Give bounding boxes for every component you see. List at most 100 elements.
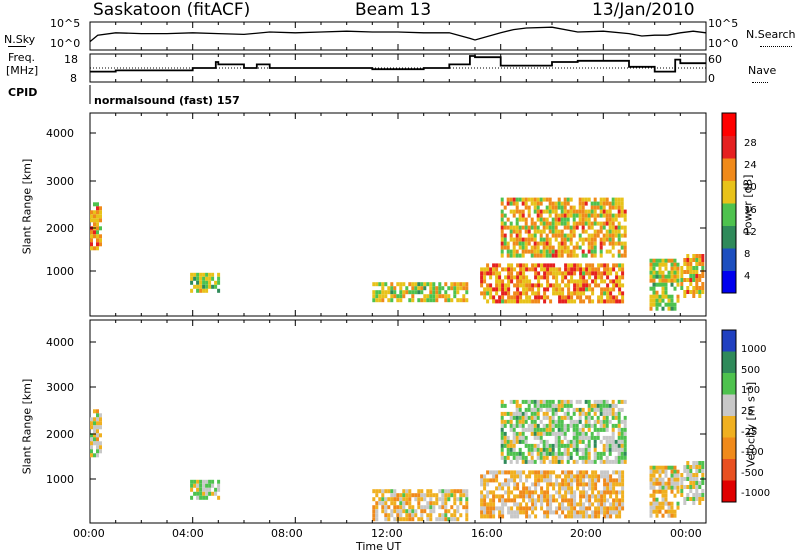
echo-cell [667, 481, 671, 486]
echo-cell [537, 291, 541, 296]
echo-cell [612, 502, 616, 507]
echo-cell [542, 245, 546, 250]
echo-cell [557, 419, 561, 424]
echo-cell [563, 423, 567, 428]
echo-cell [611, 435, 615, 440]
echo-cell [655, 465, 659, 470]
echo-cell [618, 291, 622, 296]
echo-cell [390, 497, 394, 502]
echo-cell [551, 423, 555, 428]
echo-cell [507, 283, 511, 288]
echo-cell [695, 473, 699, 477]
freq-label: Freq. [8, 51, 36, 64]
echo-cell [649, 469, 653, 474]
echo-cell [489, 283, 493, 288]
echo-cell [557, 435, 561, 440]
echo-cell [552, 275, 556, 280]
echo-cell [563, 427, 567, 432]
echo-cell [557, 423, 561, 428]
echo-cell [615, 295, 619, 300]
echo-cell [441, 513, 445, 518]
echo-cell [692, 473, 696, 477]
echo-cell [658, 302, 662, 307]
nsky-tick-low: 10^0 [50, 37, 81, 50]
echo-cell [617, 253, 621, 258]
echo-cell [432, 298, 436, 303]
echo-cell [534, 470, 538, 475]
echo-cell [602, 237, 606, 242]
echo-cell [411, 505, 415, 510]
echo-cell [581, 435, 585, 440]
echo-cell [551, 411, 555, 416]
echo-cell [564, 514, 568, 519]
echo-cell [438, 489, 442, 494]
echo-cell [435, 286, 439, 291]
echo-cell [387, 290, 391, 295]
echo-cell [531, 263, 535, 268]
echo-cell [611, 237, 615, 242]
echo-cell [515, 415, 519, 420]
echo-cell [588, 514, 592, 519]
echo-cell [599, 419, 603, 424]
echo-cell [561, 271, 565, 276]
echo-cell [543, 514, 547, 519]
echo-cell [537, 279, 541, 284]
echo-cell [90, 449, 93, 454]
echo-cell [513, 510, 517, 515]
echo-cell [603, 506, 607, 511]
echo-cell [585, 287, 589, 292]
echo-cell [576, 482, 580, 487]
echo-cell [661, 481, 665, 486]
echo-cell [199, 495, 203, 500]
echo-cell [527, 241, 531, 246]
echo-cell [569, 225, 573, 230]
echo-cell [617, 249, 621, 254]
echo-cell [549, 271, 553, 276]
echo-cell [698, 286, 702, 290]
echo-cell [515, 253, 519, 258]
echo-cell [658, 477, 662, 482]
echo-cell [513, 482, 517, 487]
echo-cell [652, 294, 656, 299]
echo-cell [217, 483, 221, 488]
echo-cell [516, 279, 520, 284]
echo-cell [676, 505, 680, 510]
echo-cell [603, 478, 607, 483]
echo-cell [450, 298, 454, 303]
echo-cell [594, 267, 598, 272]
echo-cell [417, 517, 421, 522]
echo-cell [605, 217, 609, 222]
echo-cell [429, 505, 433, 510]
echo-cell [196, 483, 200, 488]
echo-cell [655, 481, 659, 486]
echo-cell [664, 481, 668, 486]
echo-cell [585, 482, 589, 487]
echo-cell [698, 254, 702, 258]
echo-cell [483, 494, 487, 499]
echo-cell [512, 249, 516, 254]
echo-cell [480, 514, 484, 519]
echo-cell [525, 474, 529, 479]
echo-cell [701, 262, 705, 266]
echo-cell [695, 477, 699, 481]
echo-cell [698, 481, 702, 485]
echo-cell [518, 241, 522, 246]
echo-cell [618, 263, 622, 268]
echo-cell [540, 283, 544, 288]
echo-cell [375, 493, 379, 498]
echo-cell [390, 501, 394, 506]
echo-cell [566, 237, 570, 242]
echo-cell [99, 242, 102, 247]
echo-cell [569, 241, 573, 246]
echo-cell [90, 445, 93, 450]
echo-cell [390, 294, 394, 299]
echo-cell [99, 425, 102, 430]
echo-cell [217, 479, 221, 484]
echo-cell [417, 282, 421, 287]
echo-cell [208, 272, 212, 277]
xtick: 04:00 [172, 527, 204, 540]
echo-cell [387, 298, 391, 303]
echo-cell [664, 302, 668, 307]
echo-cell [618, 267, 622, 272]
echo-cell [695, 258, 699, 262]
